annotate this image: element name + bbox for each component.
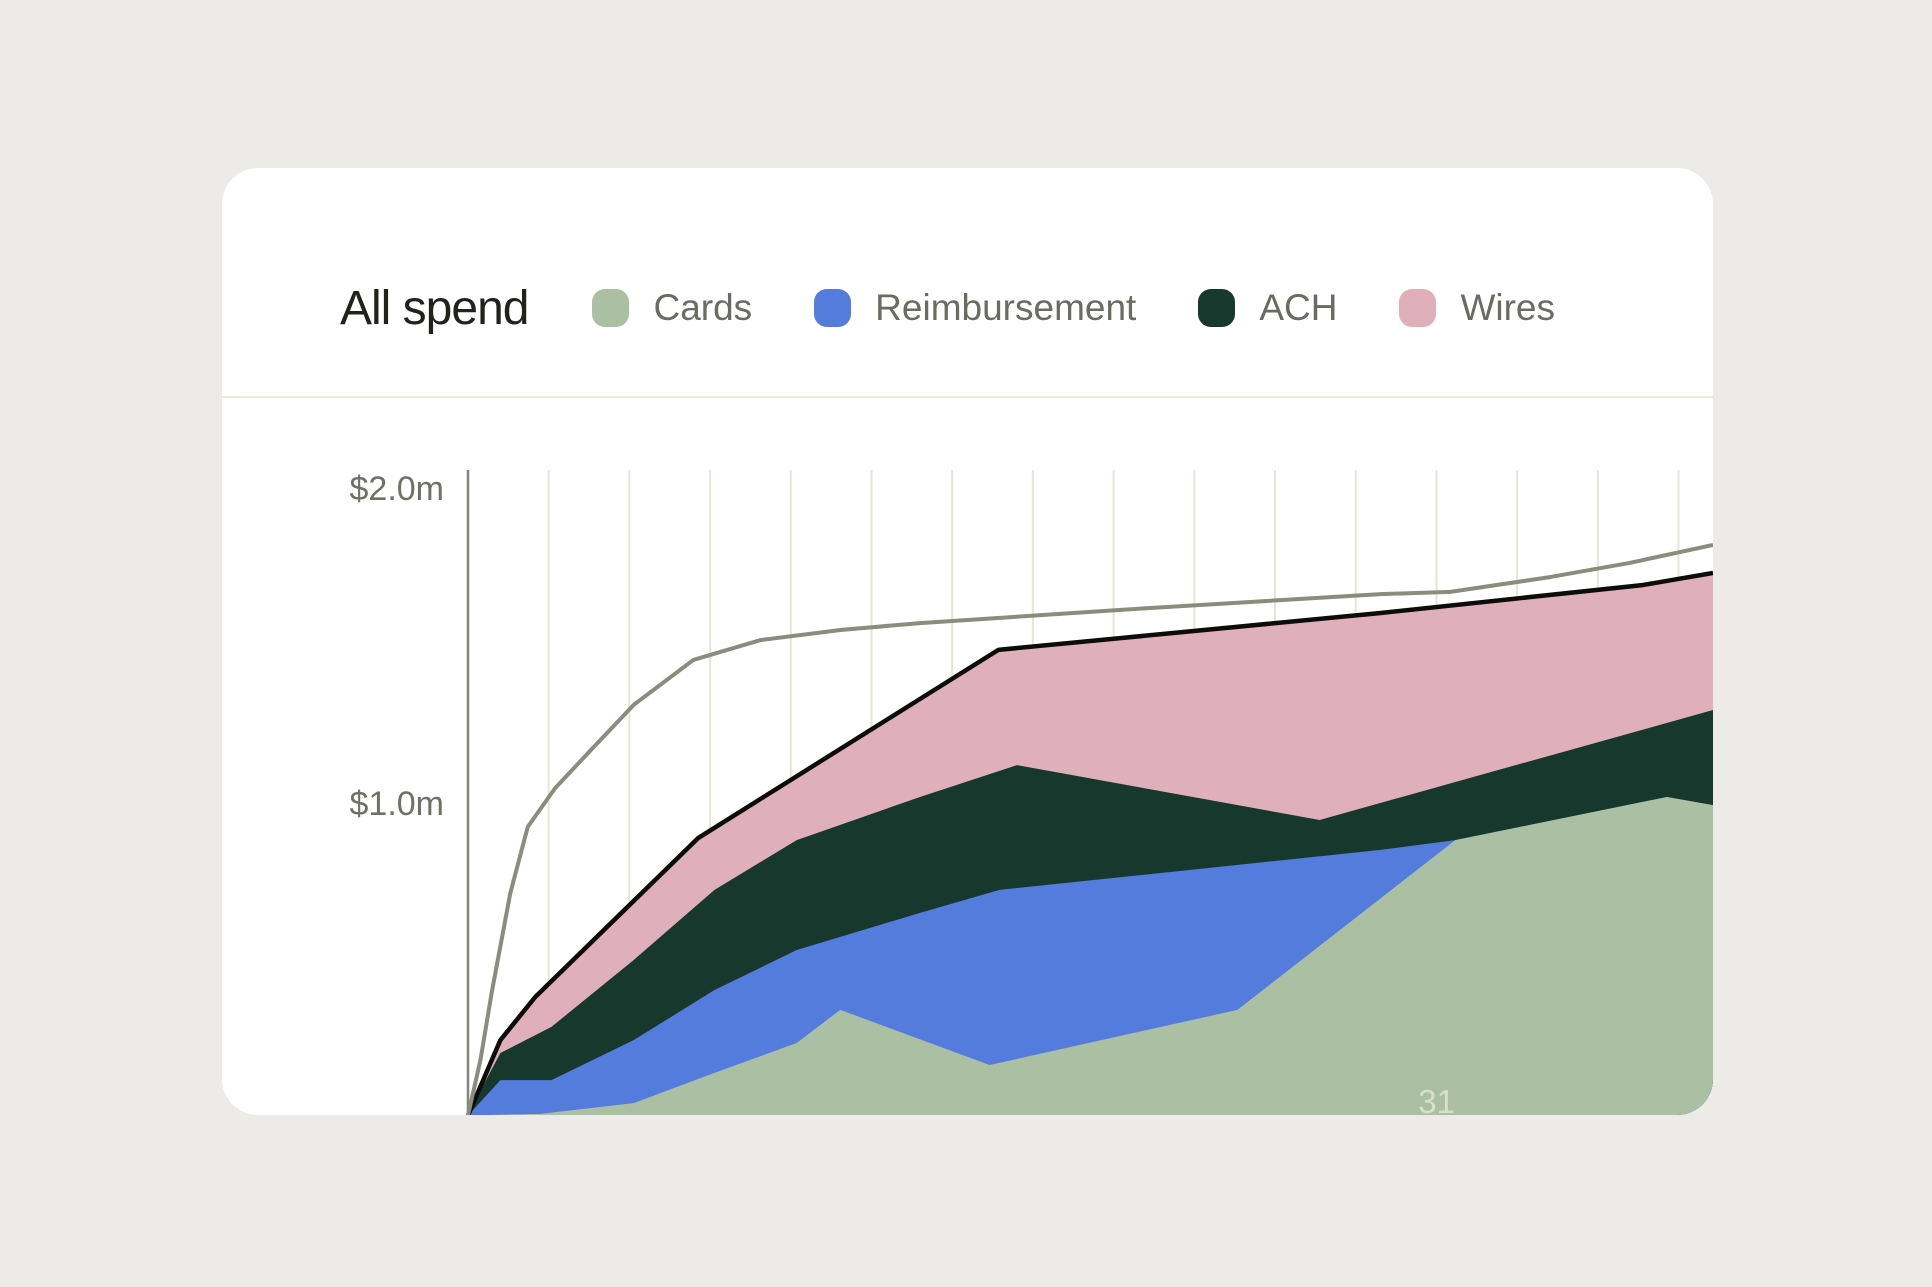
cards-swatch-icon <box>592 289 630 327</box>
legend-item-ach[interactable]: ACH <box>1198 287 1337 329</box>
spend-card: All spend Cards Reimbursement ACH Wires $2.… <box>222 168 1713 1115</box>
chart-lines <box>465 543 1713 1115</box>
ach-swatch-icon <box>1198 289 1236 327</box>
legend-label: ACH <box>1259 287 1338 328</box>
cards-area <box>487 796 1713 1115</box>
x-axis-label-31: 31 <box>1418 1083 1455 1115</box>
card-header: All spend Cards Reimbursement ACH Wires <box>222 168 1713 398</box>
legend-label: Wires <box>1460 287 1555 328</box>
stacked-area-chart: $2.0m $1.0m 31 <box>350 470 1713 1115</box>
wires-swatch-icon <box>1399 289 1437 327</box>
spend-chart-area[interactable]: $2.0m $1.0m 31 <box>222 400 1713 1115</box>
comparison-line <box>466 543 1713 1115</box>
card-title: All spend <box>340 281 529 335</box>
legend-label: Reimbursement <box>875 287 1137 328</box>
legend-item-reimbursement[interactable]: Reimbursement <box>814 287 1136 329</box>
legend-item-wires[interactable]: Wires <box>1399 287 1555 329</box>
y-axis-label-1m: $1.0m <box>350 785 445 823</box>
total-spend-outline <box>465 570 1713 1115</box>
y-axis-label-2m: $2.0m <box>350 470 445 508</box>
reimbursement-swatch-icon <box>814 289 852 327</box>
legend-label: Cards <box>653 287 753 328</box>
legend: Cards Reimbursement ACH Wires <box>592 287 1555 329</box>
legend-item-cards[interactable]: Cards <box>592 287 752 329</box>
chart-series-areas <box>468 572 1713 1115</box>
